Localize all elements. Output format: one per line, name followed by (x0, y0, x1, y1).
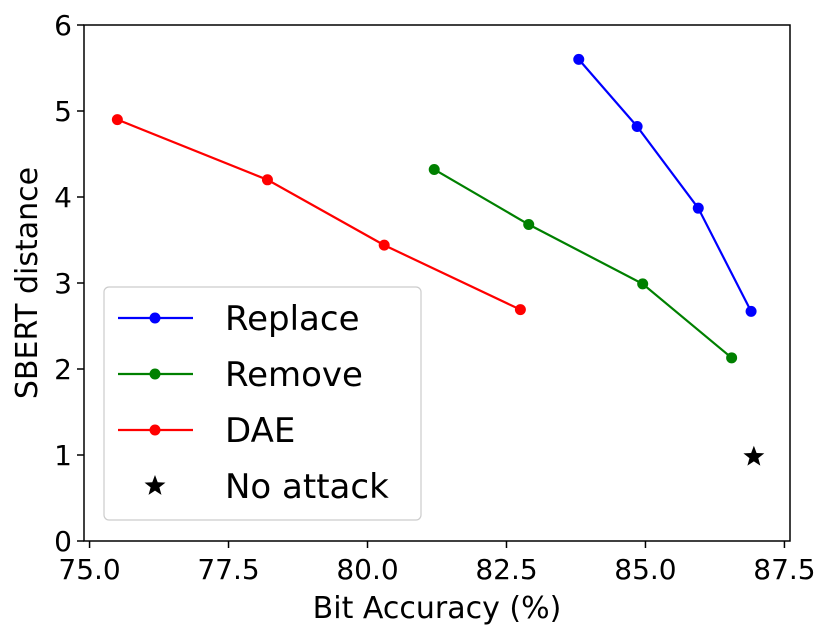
legend-item-no-attack: No attack (144, 467, 389, 507)
series-dae (111, 114, 526, 316)
x-tick-label: 87.5 (753, 553, 815, 586)
series-remove (428, 163, 738, 364)
legend-item-remove: Remove (118, 355, 363, 395)
legend-item-dae: DAE (118, 411, 295, 451)
legend-label: DAE (225, 411, 295, 451)
legend-label: No attack (225, 467, 389, 507)
data-point (378, 239, 390, 251)
data-point (514, 304, 526, 316)
data-point (523, 219, 535, 231)
data-point (745, 305, 757, 317)
y-tick-label: 1 (54, 439, 72, 472)
data-point (261, 174, 273, 186)
series-no-attack (743, 445, 765, 466)
data-point (111, 114, 123, 126)
legend-label: Replace (225, 299, 360, 339)
legend-marker (149, 312, 161, 324)
y-axis-label: SBERT distance (10, 167, 45, 399)
legend-label: Remove (225, 355, 363, 395)
y-axis-ticks: 0 1 2 3 4 5 6 (54, 9, 84, 558)
series-layer (111, 53, 765, 466)
data-point (637, 278, 649, 290)
data-point (573, 53, 585, 65)
legend-item-replace: Replace (118, 299, 360, 339)
x-axis-ticks: 75.0 77.5 80.0 82.5 85.0 87.5 (58, 541, 816, 586)
series-line (433, 168, 733, 359)
legend-frame (103, 286, 422, 521)
y-tick-label: 2 (54, 353, 72, 386)
legend-marker (149, 368, 161, 380)
x-tick-label: 82.5 (475, 553, 537, 586)
legend: Replace Remove DAE No attack (103, 286, 422, 521)
y-tick-label: 3 (54, 267, 72, 300)
data-point (631, 120, 643, 132)
x-tick-label: 85.0 (614, 553, 676, 586)
x-tick-label: 75.0 (58, 553, 120, 586)
data-point (692, 202, 704, 214)
x-axis-label: Bit Accuracy (%) (313, 591, 562, 626)
y-tick-label: 6 (54, 9, 72, 42)
series-replace (573, 53, 757, 317)
y-tick-label: 4 (54, 181, 72, 214)
legend-marker-star (144, 475, 166, 495)
legend-marker (149, 424, 161, 436)
y-tick-label: 0 (54, 525, 72, 558)
y-tick-label: 5 (54, 95, 72, 128)
data-point-star (743, 445, 765, 466)
data-point (428, 163, 440, 175)
x-tick-label: 80.0 (336, 553, 398, 586)
data-point (726, 352, 738, 364)
series-line (116, 118, 521, 311)
series-line (577, 58, 753, 312)
x-tick-label: 77.5 (197, 553, 259, 586)
